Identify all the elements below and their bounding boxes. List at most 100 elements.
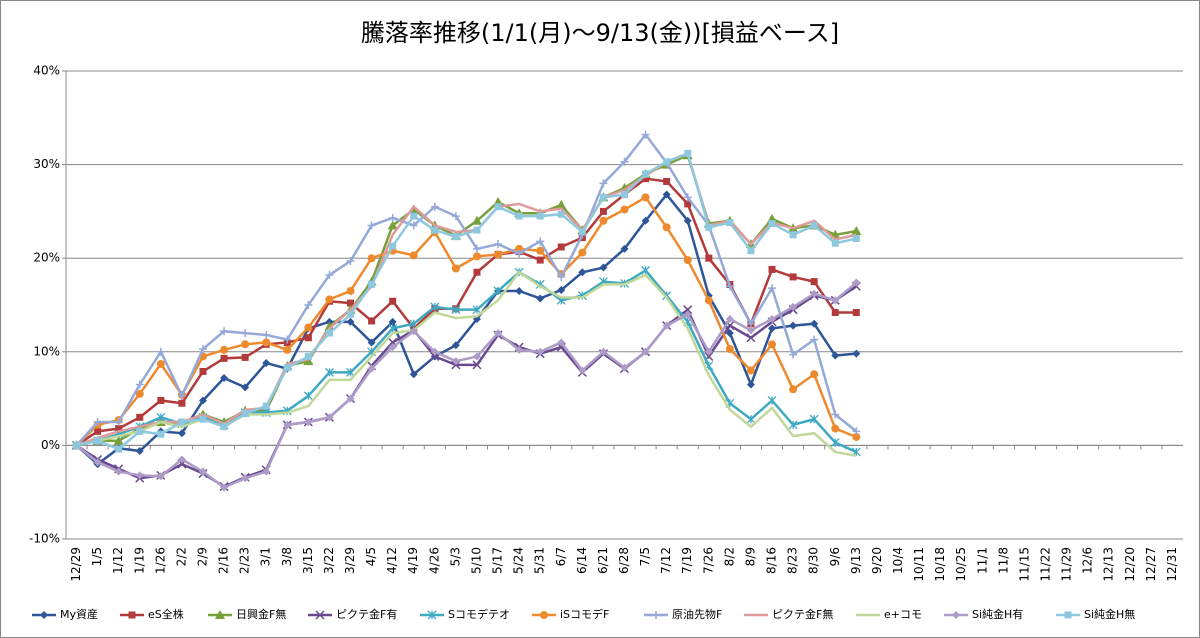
series-marker xyxy=(768,315,777,324)
x-tick-label: 3/8 xyxy=(280,547,294,566)
series-marker xyxy=(810,335,819,344)
series-marker xyxy=(241,474,250,483)
x-tick-label: 12/20 xyxy=(1123,547,1137,582)
series-marker xyxy=(409,251,418,260)
series-marker xyxy=(324,367,334,377)
x-tick-label: 10/18 xyxy=(933,547,947,582)
series-marker xyxy=(536,237,545,246)
x-tick-label: 6/21 xyxy=(596,547,610,574)
series-marker xyxy=(536,212,544,220)
series-marker xyxy=(178,418,186,426)
series-marker xyxy=(324,321,335,331)
series-marker xyxy=(241,340,250,349)
y-tick-label: 20% xyxy=(33,251,60,265)
series-marker xyxy=(830,438,840,448)
series-marker xyxy=(852,308,860,316)
series-marker xyxy=(262,402,270,410)
series-marker xyxy=(198,396,207,405)
series-marker xyxy=(388,213,397,222)
series-marker xyxy=(831,424,840,433)
series-marker xyxy=(114,467,123,476)
series-marker xyxy=(494,240,503,249)
series-marker xyxy=(136,413,144,421)
series-marker xyxy=(620,205,629,214)
legend-label: Si純金H有 xyxy=(972,607,1023,621)
series-marker xyxy=(388,317,397,326)
series-marker xyxy=(599,193,607,201)
x-tick-label: 11/8 xyxy=(996,547,1010,574)
x-tick-label: 5/3 xyxy=(448,547,462,566)
series-marker xyxy=(662,223,671,232)
legend-marker xyxy=(652,611,660,619)
series-marker xyxy=(473,268,481,276)
series-marker xyxy=(704,296,713,305)
legend-label: My資産 xyxy=(60,608,98,621)
x-tick-label: 10/11 xyxy=(912,547,926,582)
series-marker xyxy=(809,414,819,424)
series-marker xyxy=(578,228,586,236)
series-marker xyxy=(831,239,839,247)
series-marker xyxy=(156,359,165,368)
series-marker xyxy=(156,412,166,422)
series-marker xyxy=(831,296,840,305)
legend-label: Si純金H無 xyxy=(1084,607,1135,621)
series-marker xyxy=(663,177,671,185)
series-marker xyxy=(683,193,692,202)
series-marker xyxy=(346,394,355,403)
x-tick-label: 4/12 xyxy=(385,547,399,574)
x-tick-label: 6/28 xyxy=(617,547,631,574)
x-tick-label: 1/26 xyxy=(153,547,167,574)
x-tick-label: 3/22 xyxy=(322,547,336,574)
series-marker xyxy=(283,335,292,344)
series-marker xyxy=(346,257,355,266)
series-marker xyxy=(599,179,608,188)
series-marker xyxy=(199,367,207,375)
x-tick-label: 7/12 xyxy=(659,547,673,574)
series-marker xyxy=(177,455,186,464)
legend-marker xyxy=(315,610,325,620)
series-marker xyxy=(409,370,418,379)
series-marker xyxy=(93,418,102,426)
series-marker xyxy=(599,207,607,215)
series-marker xyxy=(93,458,102,467)
series-marker xyxy=(515,244,524,253)
series-marker xyxy=(303,356,314,366)
series-marker xyxy=(325,295,334,304)
series-marker xyxy=(515,249,524,258)
x-tick-label: 6/14 xyxy=(575,547,589,574)
series-marker xyxy=(220,345,229,354)
x-tick-label: 7/19 xyxy=(680,547,694,574)
legend-marker xyxy=(40,611,48,619)
x-tick-label: 11/22 xyxy=(1039,547,1053,582)
series-marker xyxy=(113,435,124,445)
series-marker xyxy=(430,302,440,312)
series-marker xyxy=(683,216,692,225)
series-marker xyxy=(347,310,355,318)
series-marker xyxy=(94,437,102,445)
legend-label: ピクテ金F無 xyxy=(772,607,833,621)
series-marker xyxy=(746,366,755,375)
series-marker xyxy=(178,399,186,407)
series-marker xyxy=(725,315,734,324)
series-marker xyxy=(472,352,481,361)
series-marker xyxy=(768,324,777,333)
series-marker xyxy=(262,467,271,476)
series-marker xyxy=(367,221,376,230)
x-tick-label: 8/16 xyxy=(765,547,779,574)
series-marker xyxy=(789,231,797,239)
series-marker xyxy=(851,226,862,236)
series-marker xyxy=(683,305,693,315)
series-marker xyxy=(768,284,777,293)
x-tick-label: 11/29 xyxy=(1060,547,1074,582)
series-marker xyxy=(387,220,398,230)
x-tick-label: 1/5 xyxy=(90,547,104,566)
series-marker xyxy=(198,344,207,353)
x-tick-label: 7/26 xyxy=(701,547,715,574)
series-marker xyxy=(684,149,692,157)
series-marker xyxy=(789,350,798,359)
series-marker xyxy=(704,347,713,356)
series-marker xyxy=(451,341,460,350)
series-marker xyxy=(94,427,102,435)
series-marker xyxy=(810,370,819,379)
